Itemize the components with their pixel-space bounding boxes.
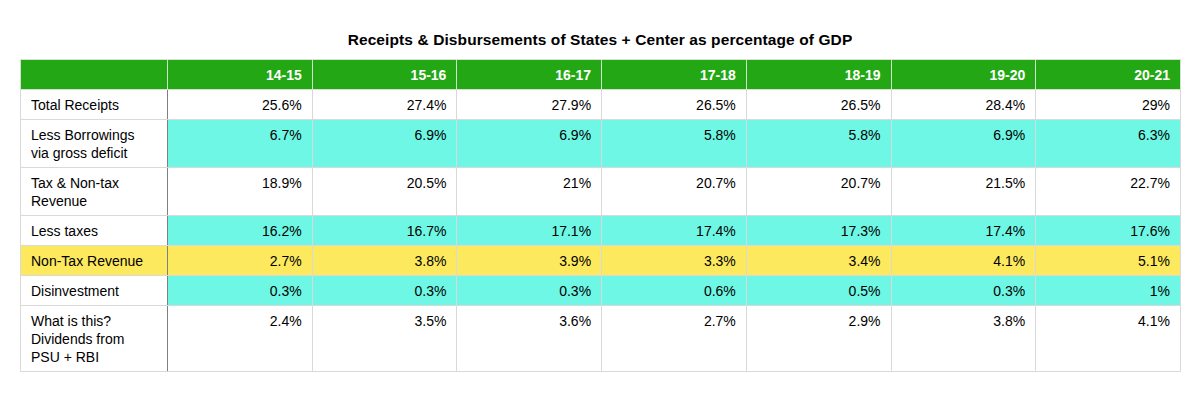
cell-value: 29% <box>1036 90 1181 120</box>
column-header-15-16: 15-16 <box>312 60 457 90</box>
cell-value: 17.4% <box>602 216 747 246</box>
cell-value: 27.9% <box>457 90 602 120</box>
cell-value: 6.9% <box>312 120 457 168</box>
cell-value: 0.3% <box>891 276 1036 306</box>
cell-value: 6.3% <box>1036 120 1181 168</box>
cell-value: 17.4% <box>891 216 1036 246</box>
column-header-20-21: 20-21 <box>1036 60 1181 90</box>
gdp-table: 14-1515-1616-1717-1818-1919-2020-21 Tota… <box>20 59 1181 372</box>
cell-value: 0.3% <box>457 276 602 306</box>
column-header-16-17: 16-17 <box>457 60 602 90</box>
column-header-18-19: 18-19 <box>746 60 891 90</box>
column-header-17-18: 17-18 <box>602 60 747 90</box>
cell-value: 3.8% <box>312 246 457 276</box>
cell-value: 5.1% <box>1036 246 1181 276</box>
table-body: Total Receipts25.6%27.4%27.9%26.5%26.5%2… <box>21 90 1181 372</box>
cell-value: 21% <box>457 168 602 216</box>
cell-value: 0.3% <box>168 276 313 306</box>
cell-value: 0.6% <box>602 276 747 306</box>
cell-value: 2.7% <box>602 306 747 372</box>
cell-value: 5.8% <box>746 120 891 168</box>
table-row: Total Receipts25.6%27.4%27.9%26.5%26.5%2… <box>21 90 1181 120</box>
table-row: Tax & Non-tax Revenue18.9%20.5%21%20.7%2… <box>21 168 1181 216</box>
cell-value: 20.7% <box>602 168 747 216</box>
cell-value: 5.8% <box>602 120 747 168</box>
cell-value: 3.6% <box>457 306 602 372</box>
column-header-19-20: 19-20 <box>891 60 1036 90</box>
table-row: Disinvestment0.3%0.3%0.3%0.6%0.5%0.3%1% <box>21 276 1181 306</box>
table-row: What is this? Dividends from PSU + RBI2.… <box>21 306 1181 372</box>
cell-value: 3.3% <box>602 246 747 276</box>
table-row: Non-Tax Revenue2.7%3.8%3.9%3.3%3.4%4.1%5… <box>21 246 1181 276</box>
table-row: Less Borrowings via gross deficit6.7%6.9… <box>21 120 1181 168</box>
row-label: Less Borrowings via gross deficit <box>21 120 168 168</box>
cell-value: 6.9% <box>457 120 602 168</box>
header-row: 14-1515-1616-1717-1818-1919-2020-21 <box>21 60 1181 90</box>
cell-value: 17.1% <box>457 216 602 246</box>
cell-value: 0.3% <box>312 276 457 306</box>
row-label: What is this? Dividends from PSU + RBI <box>21 306 168 372</box>
row-label: Less taxes <box>21 216 168 246</box>
row-label: Disinvestment <box>21 276 168 306</box>
page: Receipts & Disbursements of States + Cen… <box>0 0 1200 412</box>
cell-value: 2.7% <box>168 246 313 276</box>
cell-value: 4.1% <box>1036 306 1181 372</box>
cell-value: 0.5% <box>746 276 891 306</box>
cell-value: 27.4% <box>312 90 457 120</box>
row-label: Non-Tax Revenue <box>21 246 168 276</box>
cell-value: 18.9% <box>168 168 313 216</box>
cell-value: 3.8% <box>891 306 1036 372</box>
cell-value: 16.7% <box>312 216 457 246</box>
cell-value: 20.5% <box>312 168 457 216</box>
cell-value: 16.2% <box>168 216 313 246</box>
cell-value: 25.6% <box>168 90 313 120</box>
cell-value: 3.5% <box>312 306 457 372</box>
cell-value: 20.7% <box>746 168 891 216</box>
cell-value: 2.9% <box>746 306 891 372</box>
page-title: Receipts & Disbursements of States + Cen… <box>0 0 1200 49</box>
cell-value: 17.6% <box>1036 216 1181 246</box>
cell-value: 4.1% <box>891 246 1036 276</box>
cell-value: 17.3% <box>746 216 891 246</box>
cell-value: 28.4% <box>891 90 1036 120</box>
table-row: Less taxes16.2%16.7%17.1%17.4%17.3%17.4%… <box>21 216 1181 246</box>
cell-value: 22.7% <box>1036 168 1181 216</box>
cell-value: 26.5% <box>746 90 891 120</box>
corner-header-cell <box>21 60 168 90</box>
cell-value: 3.9% <box>457 246 602 276</box>
cell-value: 3.4% <box>746 246 891 276</box>
cell-value: 2.4% <box>168 306 313 372</box>
cell-value: 1% <box>1036 276 1181 306</box>
column-header-14-15: 14-15 <box>168 60 313 90</box>
cell-value: 6.7% <box>168 120 313 168</box>
row-label: Tax & Non-tax Revenue <box>21 168 168 216</box>
row-label: Total Receipts <box>21 90 168 120</box>
cell-value: 26.5% <box>602 90 747 120</box>
cell-value: 21.5% <box>891 168 1036 216</box>
cell-value: 6.9% <box>891 120 1036 168</box>
